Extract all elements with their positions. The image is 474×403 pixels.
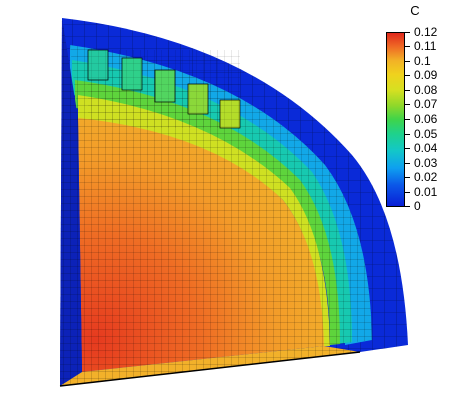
colorbar-tick: 0.01 <box>405 185 437 199</box>
left-wall <box>60 18 82 386</box>
colorbar-tick: 0.02 <box>405 170 437 184</box>
colorbar-tick: 0.1 <box>405 54 431 68</box>
colorbar-tick: 0.04 <box>405 141 437 155</box>
colorbar-tick: 0.09 <box>405 68 437 82</box>
colorbar-tick: 0.11 <box>405 39 436 53</box>
colorbar-tick: 0.08 <box>405 83 437 97</box>
inner-core <box>78 118 324 372</box>
colorbar-tick: 0.03 <box>405 156 437 170</box>
bottom-base <box>59 346 361 387</box>
colorbar-tick: 0.12 <box>405 25 437 39</box>
colorbar <box>386 32 405 207</box>
colorbar-tick: 0 <box>405 199 421 213</box>
colorbar-ticks: 0.12 0.11 0.1 0.09 0.08 0.07 0.06 0.05 0… <box>405 25 465 213</box>
colorbar-tick: 0.07 <box>405 97 437 111</box>
colorbar-title: C <box>410 3 420 18</box>
colorbar-tick: 0.05 <box>405 127 437 141</box>
mesh-ridges <box>87 49 241 129</box>
colorbar-tick: 0.06 <box>405 112 437 126</box>
